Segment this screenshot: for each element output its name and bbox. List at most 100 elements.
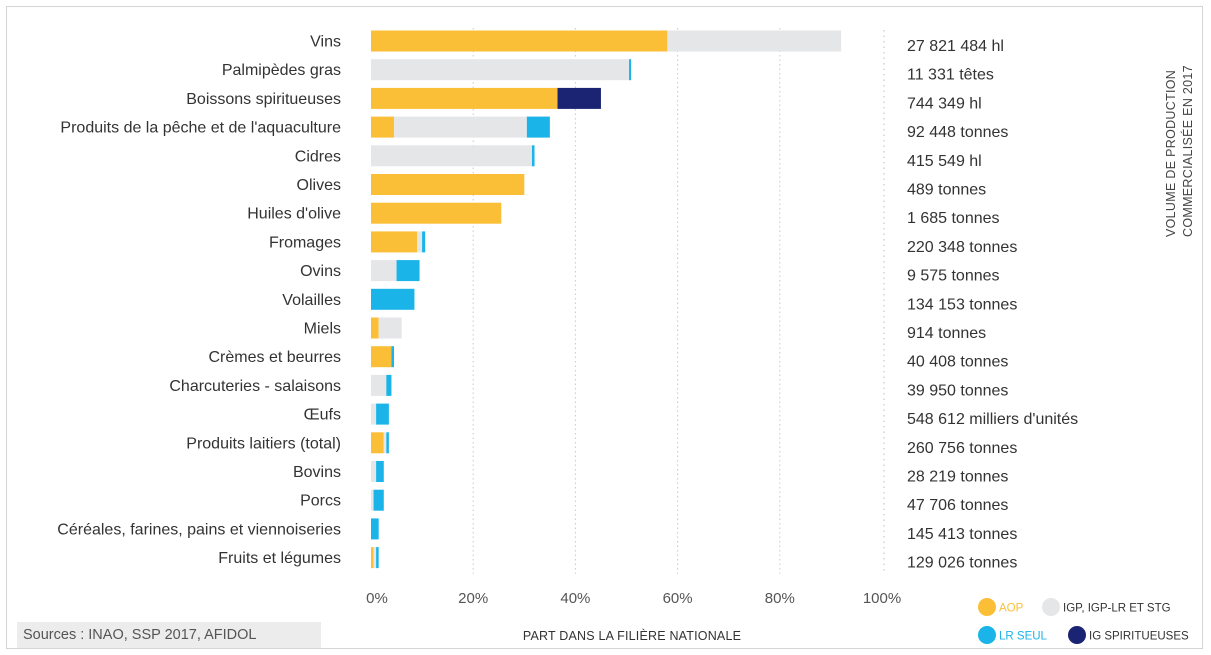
bar-palmipedes-gras-lr-seul: [629, 59, 632, 81]
volume-label-ufs: 548 612 milliers d'unités: [907, 411, 1078, 428]
bar-porcs-lr-seul: [373, 489, 384, 511]
grid-lines: [472, 28, 885, 574]
bar-cereales-farines-pains-et-viennoiseries-lr-seul: [371, 518, 379, 540]
legend-label-igp-igp-lr-et-stg: IGP, IGP-LR ET STG: [1063, 603, 1171, 615]
volume-label-ovins: 9 575 tonnes: [907, 268, 1000, 285]
x-tick-3: 60%: [663, 590, 693, 607]
bar-fruits-et-legumes-igp-igp-lr-et-stg: [373, 547, 377, 569]
bar-fruits-et-legumes-lr-seul: [376, 547, 379, 569]
bar-boissons-spiritueuses-ig-spiritueuses: [557, 87, 601, 109]
x-tick-2: 40%: [560, 590, 590, 607]
x-axis-label: PART DANS LA FILIÈRE NATIONALE: [523, 628, 741, 643]
bar-ovins-igp-igp-lr-et-stg: [371, 260, 397, 282]
bar-porcs-igp-igp-lr-et-stg: [371, 489, 374, 511]
legend-label-lr-seul: LR SEUL: [999, 631, 1048, 643]
bar-boissons-spiritueuses-aop: [371, 87, 558, 109]
category-label-porcs: Porcs: [300, 493, 341, 510]
bar-ovins-lr-seul: [396, 260, 420, 282]
volume-label-charcuteries-salaisons: 39 950 tonnes: [907, 382, 1008, 399]
category-label-olives: Olives: [297, 177, 341, 194]
bar-palmipedes-gras-igp-igp-lr-et-stg: [371, 59, 630, 81]
volume-label-olives: 489 tonnes: [907, 182, 986, 199]
volume-label-volailles: 134 153 tonnes: [907, 296, 1017, 313]
volume-label-cremes-et-beurres: 40 408 tonnes: [907, 354, 1008, 371]
category-label-produits-laitiers-total: Produits laitiers (total): [186, 435, 341, 452]
side-title-line-1: VOLUME DE PRODUCTION: [1164, 70, 1178, 237]
bar-miels-aop: [371, 317, 379, 339]
bar-bovins-igp-igp-lr-et-stg: [371, 461, 377, 482]
x-tick-labels: 0% 20% 40% 60% 80% 100%: [366, 590, 901, 607]
volume-label-cereales-farines-pains-et-viennoiseries: 145 413 tonnes: [907, 526, 1017, 543]
category-labels: Vins Palmipèdes gras Boissons spiritueuses…: [57, 34, 341, 568]
legend-swatch-igp-igp-lr-et-stg: [1042, 598, 1060, 616]
bar-cremes-et-beurres-aop: [371, 346, 392, 368]
category-label-fruits-et-legumes: Fruits et légumes: [218, 550, 341, 567]
bar-cidres-lr-seul: [531, 145, 535, 167]
x-tick-4: 80%: [765, 590, 795, 607]
volume-label-produits-laitiers-total: 260 756 tonnes: [907, 440, 1017, 457]
volume-labels: 27 821 484 hl 11 331 têtes 744 349 hl 92 44…: [907, 38, 1078, 572]
bar-huiles-d-olive-aop: [371, 202, 502, 224]
bar-olives-aop: [371, 174, 525, 195]
bar-ufs-lr-seul: [376, 403, 389, 425]
x-tick-5: 100%: [863, 590, 901, 607]
volume-label-vins: 27 821 484 hl: [907, 38, 1004, 55]
category-label-ufs: Œufs: [304, 407, 341, 424]
bar-cidres-igp-igp-lr-et-stg: [371, 145, 532, 167]
side-title: VOLUME DE PRODUCTION COMMERCIALISÉE EN 20…: [1164, 65, 1195, 237]
bar-charcuteries-salaisons-lr-seul: [386, 374, 392, 396]
volume-label-fromages: 220 348 tonnes: [907, 239, 1017, 256]
bar-vins-aop: [371, 30, 668, 52]
legend-swatch-aop: [978, 598, 996, 616]
bar-miels-igp-igp-lr-et-stg: [378, 317, 402, 339]
volume-label-bovins: 28 219 tonnes: [907, 469, 1008, 486]
bar-produits-de-la-peche-et-de-l-aquaculture-aop: [371, 116, 394, 138]
bar-produits-laitiers-total-aop: [371, 432, 384, 454]
bars: [371, 30, 842, 569]
category-label-huiles-d-olive: Huiles d'olive: [247, 206, 341, 223]
category-label-vins: Vins: [310, 34, 341, 51]
category-label-volailles: Volailles: [282, 292, 341, 309]
category-label-miels: Miels: [304, 321, 341, 338]
bar-fromages-lr-seul: [422, 231, 426, 253]
bar-produits-de-la-peche-et-de-l-aquaculture-igp-igp-lr-et-stg: [393, 116, 527, 138]
volume-label-huiles-d-olive: 1 685 tonnes: [907, 210, 1000, 227]
legend: AOP IGP, IGP-LR ET STG LR SEUL IG SPIRITUEU…: [978, 598, 1189, 644]
category-label-cidres: Cidres: [295, 148, 341, 165]
category-label-charcuteries-salaisons: Charcuteries - salaisons: [169, 378, 341, 395]
chart-frame: [6, 6, 1203, 649]
legend-label-ig-spiritueuses: IG SPIRITUEUSES: [1089, 631, 1189, 643]
bar-produits-laitiers-total-lr-seul: [386, 432, 389, 454]
category-label-produits-de-la-peche-et-de-l-aquaculture: Produits de la pêche et de l'aquaculture: [60, 120, 341, 137]
bar-fromages-igp-igp-lr-et-stg: [416, 231, 423, 253]
volume-label-boissons-spiritueuses: 744 349 hl: [907, 95, 982, 112]
x-tick-0: 0%: [366, 590, 388, 607]
category-label-cremes-et-beurres: Crèmes et beurres: [209, 349, 342, 366]
volume-label-fruits-et-legumes: 129 026 tonnes: [907, 555, 1017, 572]
volume-label-produits-de-la-peche-et-de-l-aquaculture: 92 448 tonnes: [907, 124, 1008, 141]
category-label-fromages: Fromages: [269, 234, 341, 251]
volume-label-miels: 914 tonnes: [907, 325, 986, 342]
side-title-line-2: COMMERCIALISÉE EN 2017: [1180, 65, 1195, 237]
bar-ufs-igp-igp-lr-et-stg: [371, 403, 377, 425]
bar-vins-igp-igp-lr-et-stg: [667, 30, 842, 52]
bar-charcuteries-salaisons-igp-igp-lr-et-stg: [371, 374, 387, 396]
x-tick-1: 20%: [458, 590, 488, 607]
legend-label-aop: AOP: [999, 603, 1024, 615]
category-label-ovins: Ovins: [300, 263, 341, 280]
bar-fruits-et-legumes-aop: [371, 547, 374, 569]
bar-fromages-aop: [371, 231, 417, 253]
source-note: Sources : INAO, SSP 2017, AFIDOL: [17, 622, 321, 648]
volume-label-porcs: 47 706 tonnes: [907, 497, 1008, 514]
category-label-bovins: Bovins: [293, 464, 341, 481]
bar-cremes-et-beurres-lr-seul: [391, 346, 394, 368]
bar-produits-de-la-peche-et-de-l-aquaculture-lr-seul: [526, 116, 550, 138]
bar-bovins-lr-seul: [376, 461, 384, 482]
category-label-cereales-farines-pains-et-viennoiseries: Céréales, farines, pains et viennoiserie…: [57, 521, 341, 538]
bar-volailles-lr-seul: [371, 288, 415, 310]
category-label-boissons-spiritueuses: Boissons spiritueuses: [186, 91, 341, 108]
volume-label-cidres: 415 549 hl: [907, 153, 982, 170]
category-label-palmipedes-gras: Palmipèdes gras: [222, 62, 341, 79]
legend-swatch-ig-spiritueuses: [1068, 626, 1086, 644]
